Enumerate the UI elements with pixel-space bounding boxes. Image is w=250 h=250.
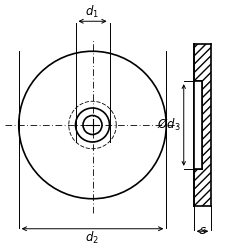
Bar (194, 44, 211, 206)
Text: Ød$_3$: Ød$_3$ (158, 117, 181, 133)
Text: d$_2$: d$_2$ (86, 230, 100, 246)
Bar (194, 81, 202, 169)
Text: d$_1$: d$_1$ (86, 4, 100, 20)
Text: s: s (200, 224, 205, 237)
